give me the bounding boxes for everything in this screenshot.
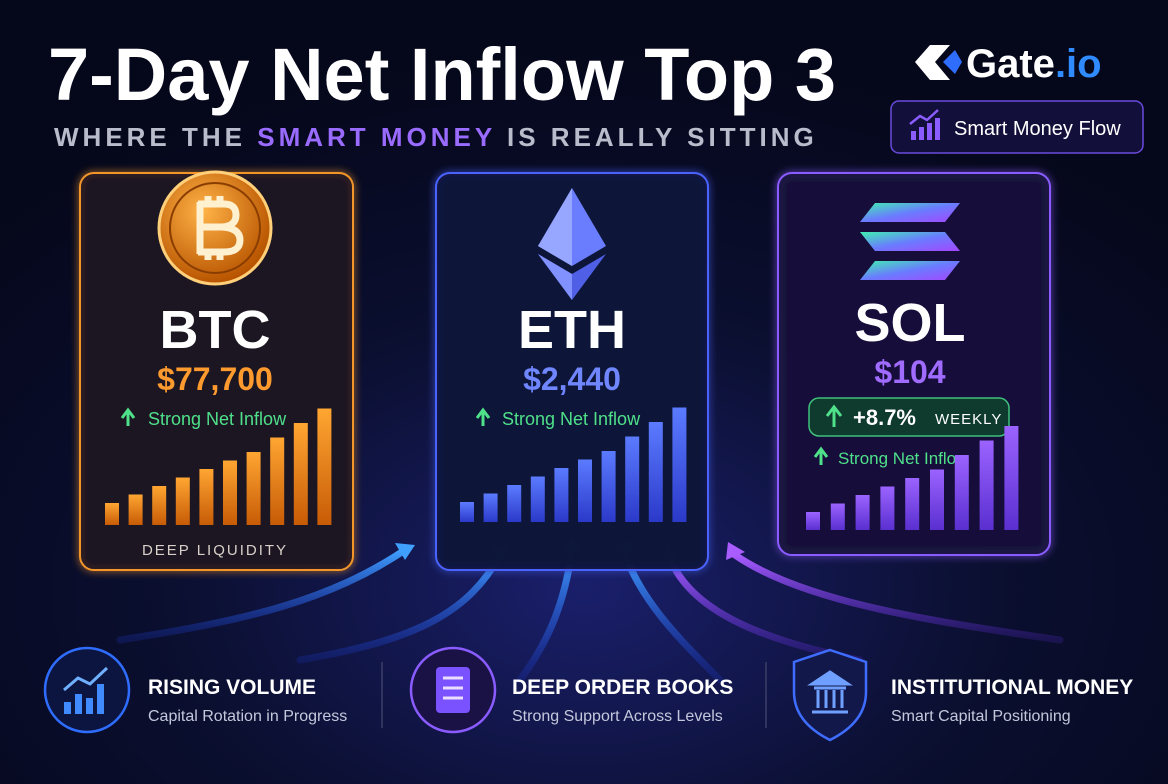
status: Strong Net Inflow xyxy=(502,409,641,429)
status: Strong Net Inflow xyxy=(148,409,287,429)
decorative-bar xyxy=(460,502,474,522)
card-eth xyxy=(435,172,709,571)
decorative-bar xyxy=(1004,426,1019,530)
decorative-bar xyxy=(223,460,237,525)
decorative-bar xyxy=(530,476,545,522)
eth-icon xyxy=(538,188,606,300)
badge xyxy=(890,100,1144,154)
feature-icon xyxy=(409,646,497,734)
decorative-bar xyxy=(979,440,994,530)
decorative-bar xyxy=(905,478,920,530)
symbol: BTC xyxy=(160,300,271,360)
brand: Gate.io xyxy=(966,42,1102,86)
decorative-bar xyxy=(246,452,261,525)
subtitle: WHERE THE SMART MONEY IS REALLY SITTING xyxy=(54,122,818,152)
decorative-bar xyxy=(293,423,308,525)
feature-icon xyxy=(792,648,868,742)
decorative-bar xyxy=(954,455,969,530)
decorative-bar xyxy=(105,503,119,525)
decorative-bar xyxy=(855,495,870,530)
brand-suffix: .io xyxy=(1055,42,1102,86)
btc-icon xyxy=(157,170,273,286)
symbol: SOL xyxy=(854,293,965,353)
feature-title: RISING VOLUME xyxy=(148,676,316,699)
change-period: WEEKLY xyxy=(935,411,1002,428)
decorative-bar xyxy=(578,459,592,522)
up-arrow xyxy=(120,407,136,426)
symbol: ETH xyxy=(518,300,626,360)
up-arrow xyxy=(813,446,829,465)
decorative-bar xyxy=(601,451,616,522)
card-footer: DEEP LIQUIDITY xyxy=(142,542,288,559)
decorative-bar xyxy=(930,469,944,530)
decorative-bar xyxy=(152,486,167,525)
up-arrow xyxy=(475,407,491,426)
change: +8.7% xyxy=(853,405,916,430)
up-arrow xyxy=(825,404,843,427)
status: Strong Net Inflow xyxy=(838,449,969,468)
decorative-bar xyxy=(554,468,569,522)
decorative-bar xyxy=(270,437,285,525)
decorative-bar xyxy=(317,408,332,525)
change-badge xyxy=(808,397,1010,437)
decorative-bar xyxy=(625,436,640,522)
decorative-bar xyxy=(830,503,845,530)
decorative-bar xyxy=(128,494,143,525)
price: $104 xyxy=(874,354,945,390)
badge-label: Smart Money Flow xyxy=(954,118,1121,140)
badge-icon xyxy=(909,109,940,140)
brand-logo xyxy=(915,45,962,80)
price: $2,440 xyxy=(523,361,621,397)
feature-subtitle: Strong Support Across Levels xyxy=(512,708,723,725)
decorative-bars xyxy=(105,407,1019,530)
subtitle-before: WHERE THE xyxy=(54,122,246,152)
feature-subtitle: Capital Rotation in Progress xyxy=(148,708,347,725)
brand-name: Gate xyxy=(966,42,1055,86)
feature-title: DEEP ORDER BOOKS xyxy=(512,676,733,699)
decorative-bar xyxy=(880,486,895,530)
decorative-bar xyxy=(483,493,498,522)
feature-icon xyxy=(43,646,131,734)
sol-icon xyxy=(860,203,960,280)
decorative-bar xyxy=(806,512,820,530)
decorative-bar xyxy=(672,407,687,522)
decorative-bar xyxy=(175,477,190,525)
subtitle-highlight: SMART MONEY xyxy=(257,122,496,152)
decorative-bar xyxy=(648,422,663,522)
price: $77,700 xyxy=(157,361,273,397)
subtitle-after: IS REALLY SITTING xyxy=(507,122,818,152)
feature-subtitle: Smart Capital Positioning xyxy=(891,708,1071,725)
title: 7-Day Net Inflow Top 3 xyxy=(48,33,836,116)
feature-title: INSTITUTIONAL MONEY xyxy=(891,676,1133,699)
decorative-bar xyxy=(507,485,522,522)
decorative-bar xyxy=(199,469,214,525)
